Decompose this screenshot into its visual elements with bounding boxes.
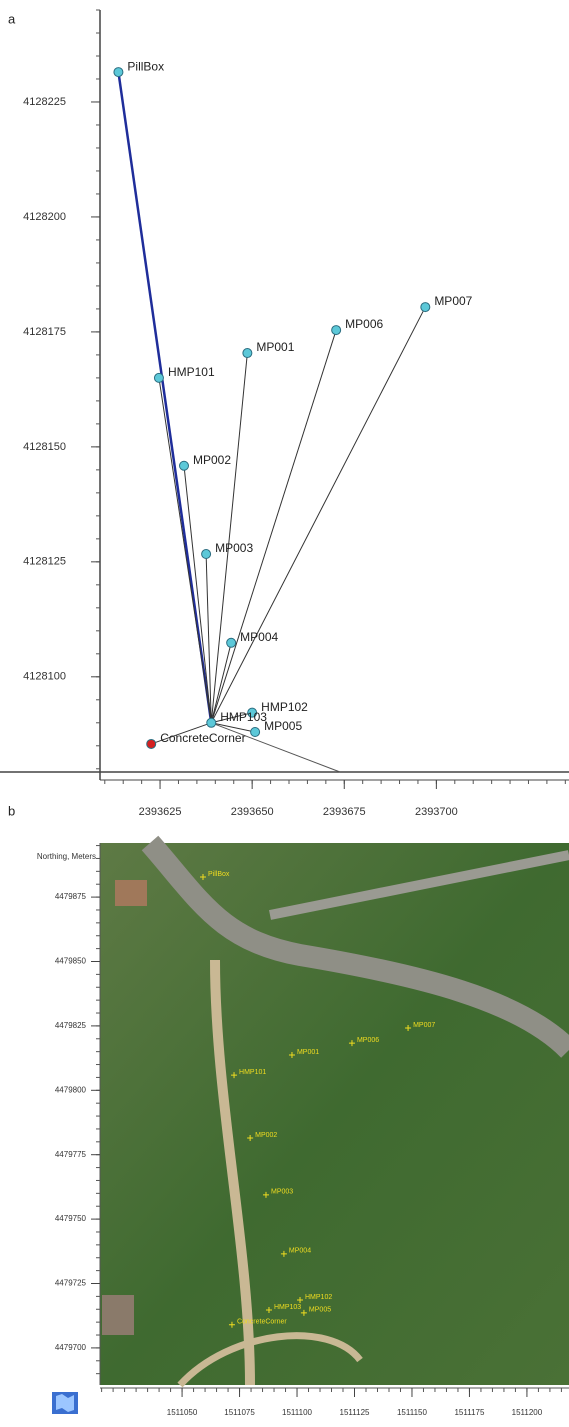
y-tick-label: 4479750	[55, 1214, 87, 1223]
point-label: MP006	[357, 1037, 379, 1044]
point-label: MP007	[434, 294, 472, 308]
y-tick-label: 4128225	[23, 96, 66, 108]
x-tick-label: 1511150	[397, 1408, 428, 1417]
point	[154, 373, 163, 382]
point-label: MP003	[271, 1189, 293, 1196]
building	[115, 880, 147, 906]
point	[421, 303, 430, 312]
point	[332, 326, 341, 335]
point-label: MP004	[240, 630, 278, 644]
point-label: PillBox	[127, 59, 164, 73]
point-label: MP002	[255, 1132, 277, 1139]
point-label: MP006	[345, 317, 383, 331]
map-icon	[52, 1392, 78, 1414]
y-tick-label: 4128175	[23, 326, 66, 338]
y-tick-label: 4479800	[55, 1085, 87, 1094]
point-label: HMP103	[274, 1304, 301, 1311]
y-tick-label: 4479700	[55, 1343, 87, 1352]
link	[211, 307, 425, 723]
y-axis-label: Northing, Meters	[30, 851, 96, 862]
point-label: HMP102	[305, 1294, 332, 1301]
y-tick-label: 4479775	[55, 1150, 87, 1159]
y-tick-label: 4479725	[55, 1279, 87, 1288]
y-tick-label: 4479825	[55, 1021, 87, 1030]
y-tick-label: 4479875	[55, 892, 87, 901]
point-label: HMP101	[239, 1069, 266, 1076]
x-tick-label: 1511175	[454, 1408, 485, 1417]
aerial-background	[100, 843, 569, 1385]
point-label: MP007	[413, 1022, 435, 1029]
point-label: MP002	[193, 453, 231, 467]
point-label: ConcreteCorner	[237, 1319, 287, 1326]
point-label: MP005	[264, 719, 302, 733]
point-label: PillBox	[208, 871, 230, 878]
aerial-image	[100, 843, 569, 1385]
figure: a 4128100 4128125 4128150 4128175 4128200 4128…	[0, 0, 569, 1427]
point	[180, 461, 189, 470]
panel-label: b	[8, 803, 15, 818]
x-tick-label: 1511050	[167, 1408, 198, 1417]
link	[118, 72, 211, 723]
x-tick-label: 2393625	[139, 806, 182, 818]
point-label: HMP101	[168, 365, 215, 379]
page: a 4128100 4128125 4128150 4128175 4128200 4128…	[0, 0, 569, 1427]
point	[207, 718, 216, 727]
point-label: ConcreteCorner	[160, 731, 245, 745]
y-tick-label: 4128100	[23, 671, 66, 683]
point	[227, 638, 236, 647]
x-tick-label: 2393675	[323, 806, 366, 818]
x-tick-label: 2393700	[415, 806, 458, 818]
x-tick-label: 1511125	[340, 1408, 371, 1417]
x-tick-label: 1511075	[224, 1408, 255, 1417]
point	[114, 68, 123, 77]
point	[202, 550, 211, 559]
point	[243, 349, 252, 358]
x-tick-label: 1511100	[282, 1408, 313, 1417]
y-tick-label: 4479850	[55, 957, 87, 966]
point-label: MP003	[215, 541, 253, 555]
panel-label: a	[8, 11, 16, 26]
point-label: MP001	[297, 1049, 319, 1056]
point-label: HMP102	[261, 700, 308, 714]
y-tick-label: 4128150	[23, 441, 66, 453]
point	[147, 739, 156, 748]
building	[102, 1295, 134, 1335]
y-tick-label: 4128125	[23, 556, 66, 568]
point-label: HMP103	[220, 710, 267, 724]
x-tick-label: 2393650	[231, 806, 274, 818]
point-label: MP005	[309, 1307, 331, 1314]
x-tick-label: 1511200	[512, 1408, 543, 1417]
point-label: MP001	[256, 340, 294, 354]
point	[251, 727, 260, 736]
point-label: MP004	[289, 1248, 311, 1255]
y-tick-label: 4128200	[23, 211, 66, 223]
